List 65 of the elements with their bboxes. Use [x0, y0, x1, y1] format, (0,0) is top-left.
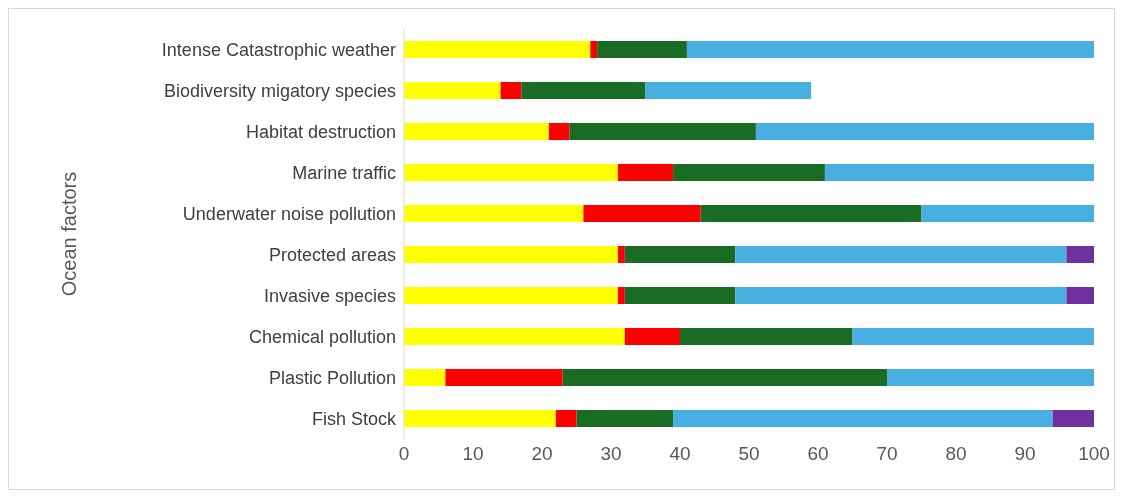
bar [1066, 246, 1094, 263]
bar [569, 123, 756, 140]
bar [500, 82, 522, 99]
bar [404, 41, 591, 58]
bar [404, 287, 618, 304]
bar [404, 164, 618, 181]
bar [583, 205, 701, 222]
bar [673, 410, 1053, 427]
x-tick-label: 70 [876, 443, 898, 465]
bar [562, 369, 887, 386]
bar [617, 246, 625, 263]
bar [555, 410, 577, 427]
x-tick-label: 80 [945, 443, 967, 465]
bar [624, 287, 736, 304]
bar [735, 246, 1067, 263]
y-axis-title: Ocean factors [58, 171, 81, 297]
bar [686, 41, 1094, 58]
bar [404, 328, 625, 345]
y-tick-label: Marine traffic [292, 162, 396, 183]
x-tick-label: 100 [1078, 443, 1110, 465]
x-tick-label: 20 [531, 443, 553, 465]
bar [624, 328, 680, 345]
bar [1066, 287, 1094, 304]
bar [590, 41, 598, 58]
x-tick-label: 0 [398, 443, 410, 465]
bar [617, 164, 674, 181]
bar [624, 246, 736, 263]
bar [404, 246, 618, 263]
bar [445, 369, 563, 386]
x-tick-label: 30 [600, 443, 622, 465]
x-tick-label: 50 [738, 443, 760, 465]
bar [404, 410, 556, 427]
bar [548, 123, 570, 140]
bar [887, 369, 1094, 386]
bar [404, 123, 549, 140]
bar [597, 41, 687, 58]
bar [576, 410, 674, 427]
bar [404, 82, 501, 99]
bar [521, 82, 646, 99]
x-tick-label: 10 [462, 443, 484, 465]
bar [700, 205, 922, 222]
y-tick-label: Intense Catastrophic weather [161, 39, 396, 60]
bar [404, 205, 584, 222]
bar [617, 287, 625, 304]
x-tick-label: 90 [1014, 443, 1036, 465]
y-tick-label: Plastic Pollution [268, 367, 396, 388]
y-tick-label: Fish Stock [311, 408, 397, 429]
y-tick-label: Protected areas [268, 244, 396, 265]
bar [755, 123, 1094, 140]
x-tick-label: 40 [669, 443, 691, 465]
y-tick-label: Chemical pollution [248, 326, 396, 347]
bar [645, 82, 812, 99]
bar [404, 369, 446, 386]
bar [921, 205, 1094, 222]
bar [852, 328, 1094, 345]
y-tick-label: Underwater noise pollution [182, 203, 396, 224]
bar [735, 287, 1067, 304]
bar [673, 164, 825, 181]
y-tick-label: Habitat destruction [245, 121, 396, 142]
bar [1052, 410, 1094, 427]
y-tick-label: Biodiversity migatory species [163, 80, 396, 101]
x-tick-label: 60 [807, 443, 829, 465]
y-tick-label: Invasive species [263, 285, 396, 306]
bar [680, 328, 853, 345]
bar [824, 164, 1094, 181]
